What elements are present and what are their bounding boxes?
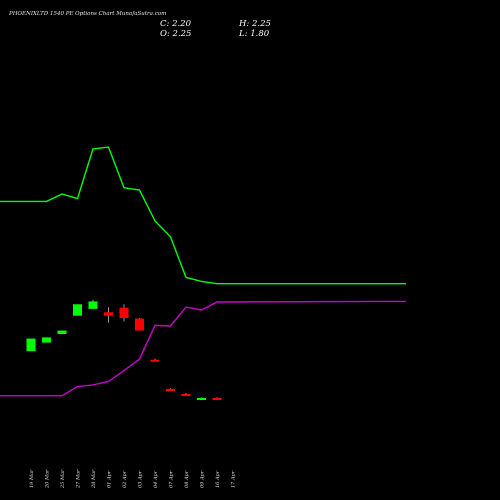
candle-01-apr — [104, 307, 113, 323]
candle-body — [181, 394, 191, 396]
x-tick-label: 09 Apr — [200, 470, 206, 488]
x-tick-label: 07 Apr — [169, 470, 175, 488]
candle-body — [73, 304, 82, 316]
x-tick-label: 03 Apr — [138, 470, 144, 488]
candle-08-apr — [181, 392, 191, 396]
candle-07-apr — [166, 388, 175, 392]
indicator-lines — [0, 146, 407, 397]
candle-body — [166, 388, 175, 392]
candle-body — [119, 307, 129, 318]
candle-25-mar — [57, 330, 67, 334]
x-tick-label: 27 Mar — [76, 469, 82, 489]
x-tick-label: 01 Apr — [107, 470, 113, 488]
candle-body — [197, 398, 206, 400]
candle-02-apr — [119, 304, 129, 322]
candle-body — [57, 330, 67, 334]
candle-body — [42, 337, 51, 343]
open-readout: O: 2.25 — [160, 29, 191, 39]
close-readout: C: 2.20 — [160, 19, 192, 29]
candle-body — [26, 338, 36, 352]
high-readout: H: 2.25 — [238, 19, 271, 29]
x-tick-label: 16 Apr — [215, 470, 221, 488]
candle-body — [88, 301, 98, 309]
x-tick-label: 02 Apr — [122, 470, 128, 488]
chart-title: PHOENIXLTD 1540 PE Options Chart MunafaS… — [8, 11, 166, 17]
candle-09-apr — [197, 397, 206, 400]
low-readout: L: 1.80 — [238, 29, 270, 39]
x-tick-label: 20 Mar — [45, 469, 51, 489]
candle-body — [104, 312, 113, 316]
candlesticks — [26, 299, 222, 400]
candle-03-apr — [135, 318, 144, 331]
x-tick-label: 04 Apr — [153, 470, 159, 488]
candle-19-mar — [26, 338, 36, 352]
x-tick-label: 28 Mar — [91, 469, 97, 489]
candle-04-apr — [150, 358, 160, 362]
candle-body — [150, 359, 160, 362]
x-axis-ticks: 19 Mar 20 Mar 25 Mar 27 Mar 28 Mar 01 Apr 02 A… — [29, 469, 237, 489]
x-tick-label: 08 Apr — [184, 470, 190, 488]
candle-body — [135, 318, 144, 331]
x-tick-label: 25 Mar — [60, 469, 66, 489]
x-tick-label: 19 Mar — [29, 469, 35, 488]
upper-line-series — [0, 146, 406, 285]
candle-27-mar — [73, 304, 82, 316]
x-tick-label: 17 Apr — [231, 470, 237, 488]
candle-28-mar — [88, 299, 98, 309]
candle-body — [212, 398, 222, 400]
lower-line-series — [0, 300, 407, 397]
candle-20-mar — [42, 337, 51, 343]
candle-16-apr — [212, 397, 222, 400]
